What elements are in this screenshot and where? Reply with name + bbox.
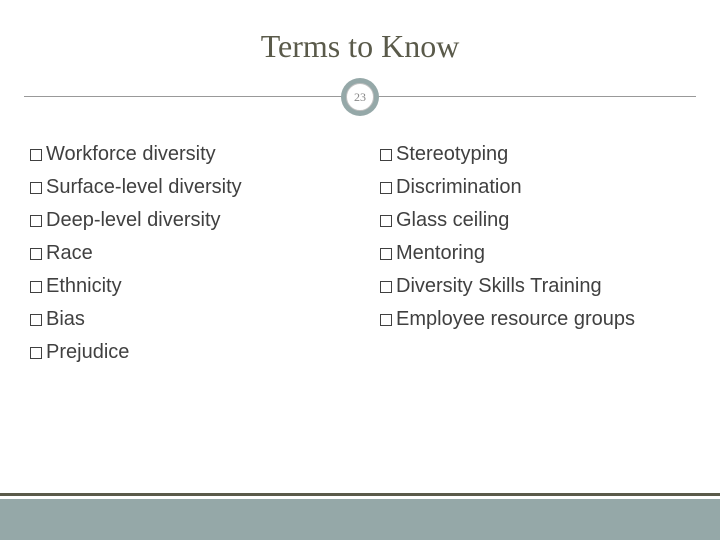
- list-item: Race: [30, 237, 360, 270]
- list-item: Surface-level diversity: [30, 171, 360, 204]
- term-text: Mentoring: [396, 242, 485, 264]
- square-bullet-icon: [30, 281, 42, 293]
- list-item: Mentoring: [380, 237, 710, 270]
- left-column: Workforce diversity Surface-level divers…: [30, 138, 370, 369]
- term-text: Ethnicity: [46, 275, 122, 297]
- square-bullet-icon: [380, 215, 392, 227]
- square-bullet-icon: [380, 281, 392, 293]
- square-bullet-icon: [30, 347, 42, 359]
- term-text: Deep-level diversity: [46, 209, 221, 231]
- square-bullet-icon: [380, 314, 392, 326]
- page-number: 23: [346, 83, 374, 111]
- term-text: Diversity Skills Training: [396, 275, 602, 297]
- page-number-badge: 23: [341, 78, 379, 116]
- term-text: Discrimination: [396, 176, 522, 198]
- square-bullet-icon: [30, 215, 42, 227]
- square-bullet-icon: [380, 182, 392, 194]
- term-text: Surface-level diversity: [46, 176, 242, 198]
- list-item: Bias: [30, 303, 360, 336]
- list-item: Diversity Skills Training: [380, 270, 710, 303]
- term-text: Employee resource groups: [396, 308, 635, 330]
- term-text: Bias: [46, 308, 85, 330]
- slide-title: Terms to Know: [0, 28, 720, 65]
- term-text: Glass ceiling: [396, 209, 509, 231]
- list-item: Employee resource groups: [380, 303, 710, 336]
- footer-bar: [0, 496, 720, 540]
- square-bullet-icon: [30, 248, 42, 260]
- square-bullet-icon: [380, 248, 392, 260]
- term-text: Race: [46, 242, 93, 264]
- content-columns: Workforce diversity Surface-level divers…: [30, 138, 710, 369]
- term-text: Workforce diversity: [46, 143, 216, 165]
- list-item: Deep-level diversity: [30, 204, 360, 237]
- term-text: Stereotyping: [396, 143, 508, 165]
- list-item: Ethnicity: [30, 270, 360, 303]
- slide: Terms to Know 23 Workforce diversity Sur…: [0, 0, 720, 540]
- square-bullet-icon: [30, 314, 42, 326]
- list-item: Stereotyping: [380, 138, 710, 171]
- list-item: Discrimination: [380, 171, 710, 204]
- list-item: Glass ceiling: [380, 204, 710, 237]
- list-item: Prejudice: [30, 336, 360, 369]
- square-bullet-icon: [30, 149, 42, 161]
- square-bullet-icon: [30, 182, 42, 194]
- list-item: Workforce diversity: [30, 138, 360, 171]
- square-bullet-icon: [380, 149, 392, 161]
- term-text: Prejudice: [46, 341, 129, 363]
- right-column: Stereotyping Discrimination Glass ceilin…: [370, 138, 710, 369]
